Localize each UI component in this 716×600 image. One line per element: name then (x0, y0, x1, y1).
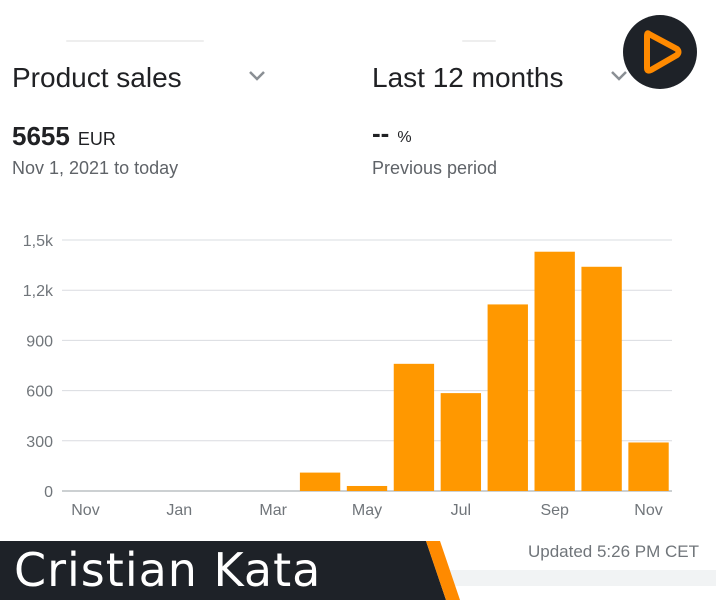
chevron-down-icon (611, 71, 627, 81)
y-tick-label: 0 (44, 484, 53, 501)
presenter-name: Cristian Kata (14, 543, 322, 597)
period-selector-label: Last 12 months (372, 62, 564, 93)
x-tick-label: Mar (259, 502, 287, 519)
bar-apr-5[interactable] (299, 472, 341, 491)
total-sales-value: 5655 EUR (12, 121, 116, 152)
bar-nov-12[interactable] (628, 442, 669, 491)
updated-timestamp: Updated 5:26 PM CET (527, 542, 699, 561)
x-tick-label: May (352, 502, 382, 519)
x-tick-label: Sep (540, 502, 569, 519)
bar-may-6[interactable] (346, 485, 388, 491)
play-icon[interactable] (622, 14, 698, 90)
x-tick-label: Jan (166, 502, 192, 519)
metric-selector-label: Product sales (12, 62, 182, 93)
name-banner (0, 541, 460, 600)
y-tick-label: 900 (26, 333, 53, 350)
bar-jul-8[interactable] (440, 393, 482, 491)
y-tick-label: 1,2k (23, 283, 54, 300)
bar-oct-11[interactable] (581, 266, 622, 491)
faint-divider-right (462, 40, 496, 42)
date-range: Nov 1, 2021 to today (12, 158, 179, 178)
bar-jun-7[interactable] (393, 363, 435, 491)
sales-bar-chart: 0 300 600 900 1,2k 1,5k Nov Jan Mar May Jul Sep Nov (23, 233, 672, 519)
bar-sep-10[interactable] (534, 251, 575, 491)
currency-unit: EUR (77, 129, 116, 149)
y-tick-label: 300 (26, 434, 53, 451)
bottom-strip (440, 570, 716, 586)
comparison-label: Previous period (372, 158, 498, 178)
y-tick-label: 600 (26, 384, 53, 401)
comparison-number: -- (372, 118, 390, 148)
total-sales-number: 5655 (12, 121, 70, 151)
comparison-value: --% (372, 118, 412, 149)
x-tick-label: Nov (634, 502, 662, 519)
bar-aug-9[interactable] (487, 304, 528, 491)
period-selector[interactable]: Last 12 months (372, 58, 628, 98)
x-tick-label: Jul (451, 502, 471, 519)
metric-selector[interactable]: Product sales (12, 58, 272, 98)
percent-unit: % (397, 129, 412, 146)
y-tick-label: 1,5k (23, 233, 54, 250)
faint-divider-left (66, 40, 204, 42)
x-tick-label: Nov (71, 502, 99, 519)
chevron-down-icon (249, 71, 265, 81)
